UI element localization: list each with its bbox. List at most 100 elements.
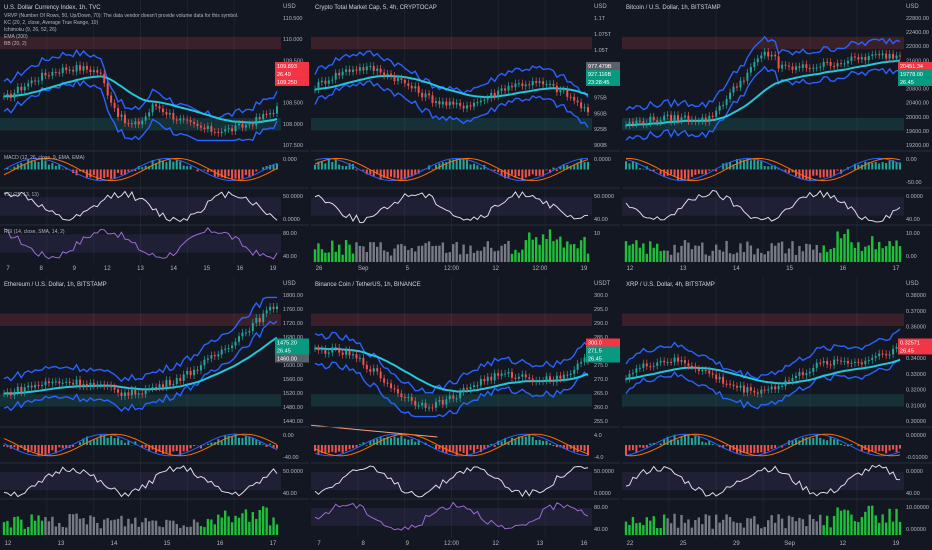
candle <box>151 387 154 389</box>
chart-pane-total[interactable]: Crypto Total Market Cap, 5, 4h, CRYPTOCA… <box>311 0 620 275</box>
macd-bar <box>729 445 732 451</box>
candle <box>819 66 822 68</box>
macd-bar <box>635 445 638 453</box>
time-tick: 19 <box>581 266 588 272</box>
subpane-macd[interactable]: 0.00 -50.00 <box>622 150 932 186</box>
volume-bar <box>884 522 888 535</box>
volume-bar <box>65 527 68 535</box>
volume-bar <box>763 254 766 262</box>
candle <box>168 380 171 386</box>
subpane-macd[interactable]: 0.0000 <box>311 150 620 182</box>
macd-line <box>625 157 901 182</box>
chart-canvas[interactable]: Crypto Total Market Cap, 5, 4h, CRYPTOCA… <box>311 0 620 275</box>
subpane-volume[interactable]: 10.00000 0.00000 <box>622 498 932 535</box>
price-area[interactable] <box>622 35 904 141</box>
price-area[interactable] <box>0 36 281 142</box>
chart-canvas[interactable]: Ethereum / U.S. Dollar, 1h, BITSTAMP USD 1… <box>0 277 309 550</box>
macd-bar <box>497 169 500 173</box>
candle <box>231 128 234 132</box>
chart-canvas[interactable]: Binance Coin / TetherUS, 1h, BINANCE USDT… <box>311 277 620 550</box>
volume-bar <box>767 520 770 535</box>
candle <box>725 99 728 105</box>
subpane-rsi[interactable]: RSI (14, close, SMA, 14, 2) 80.00 40.00 <box>0 224 309 260</box>
macd-bar <box>441 445 444 452</box>
macd-bar <box>899 162 901 170</box>
price-axis[interactable] <box>281 277 309 550</box>
candle <box>663 360 666 363</box>
macd-bar <box>466 158 469 170</box>
volume-bar <box>711 528 714 535</box>
price-axis[interactable] <box>592 0 620 275</box>
candle <box>341 352 344 355</box>
candle <box>635 120 638 124</box>
volume-bar <box>884 246 888 262</box>
subpane-tsi[interactable]: 0.0000 40.00 <box>622 187 932 223</box>
volume-bar <box>635 523 638 535</box>
subpane-volume[interactable] <box>0 498 309 535</box>
candle <box>631 372 634 374</box>
upper-band <box>314 331 589 394</box>
candle <box>562 374 565 379</box>
macd-bar <box>472 445 475 453</box>
volume-bar <box>843 233 846 262</box>
subpane-legend: TSI (25, 13, 13) <box>4 192 39 198</box>
subpane-tsi[interactable]: 0.0000 40.00 <box>622 462 932 497</box>
subpane-tsi[interactable]: 50.0000 0.0000 <box>311 462 620 498</box>
volume-bar <box>787 248 791 262</box>
price-area[interactable] <box>311 36 592 131</box>
price-axis[interactable] <box>904 277 932 550</box>
subpane-volume[interactable]: 10 <box>311 224 620 262</box>
macd-bar <box>265 445 268 447</box>
macd-bar <box>576 445 579 453</box>
subpane-tsi[interactable]: 50.0000 40.00 <box>0 462 309 498</box>
subpane-rsi[interactable]: 80.00 40.00 <box>311 498 620 533</box>
macd-bar <box>99 435 102 445</box>
chart-canvas[interactable]: Bitcoin / U.S. Dollar, 1h, BITSTAMP USD 22… <box>622 0 932 275</box>
macd-bar <box>500 441 503 445</box>
price-axis[interactable] <box>592 277 620 550</box>
subpane-tick: 50.0000 <box>594 194 614 200</box>
macd-bar <box>396 437 399 445</box>
chart-canvas[interactable]: XRP / U.S. Dollar, 4h, BITSTAMP USD 0.3800… <box>622 277 932 550</box>
chart-pane-xrp[interactable]: XRP / U.S. Dollar, 4h, BITSTAMP USD 0.3800… <box>622 277 932 550</box>
candle <box>345 69 348 72</box>
volume-bar <box>534 237 538 262</box>
candle <box>711 373 714 375</box>
volume-bar <box>386 251 389 262</box>
chart-pane-bnb[interactable]: Binance Coin / TetherUS, 1h, BINANCE USDT… <box>311 277 620 550</box>
macd-line <box>3 433 278 457</box>
subpane-volume[interactable]: 10.00 0.00 <box>622 224 932 262</box>
subpane-tick: -0.01000 <box>906 455 928 461</box>
volume-bar <box>517 252 521 262</box>
subpane-tsi[interactable]: 50.0000 40.00 <box>311 187 620 224</box>
volume-bar <box>154 520 158 535</box>
macd-bar <box>338 164 341 170</box>
macd-bar <box>120 440 123 445</box>
time-tick: 14 <box>170 266 177 272</box>
volume-bar <box>805 526 808 535</box>
price-area[interactable] <box>0 296 281 412</box>
chart-pane-dxy[interactable]: U.S. Dollar Currency Index, 1h, TVC VRVP … <box>0 0 309 275</box>
price-axis[interactable] <box>281 0 309 275</box>
subpane-macd[interactable]: 4.0 -4.0 <box>311 426 620 461</box>
chart-pane-btc[interactable]: Bitcoin / U.S. Dollar, 1h, BITSTAMP USD 22… <box>622 0 932 275</box>
subpane-macd[interactable]: 0.00 -40.00 <box>0 426 309 461</box>
macd-bar <box>89 169 92 178</box>
price-area[interactable] <box>311 313 592 438</box>
candle <box>836 63 839 67</box>
chart-canvas[interactable]: U.S. Dollar Currency Index, 1h, TVC VRVP … <box>0 0 309 275</box>
price-area[interactable] <box>622 313 904 410</box>
chart-pane-eth[interactable]: Ethereum / U.S. Dollar, 1h, BITSTAMP USD 1… <box>0 277 309 550</box>
price-axis[interactable] <box>904 0 932 275</box>
subpane-macd[interactable]: MACD (12, 26, close, 9, EMA, EMA) 0.000 <box>0 150 309 182</box>
volume-bar <box>669 523 673 535</box>
volume-bar <box>822 525 825 535</box>
candle <box>569 373 572 375</box>
volume-bar <box>676 252 680 262</box>
subpane-tsi[interactable]: TSI (25, 13, 13) 50.0000 0.0000 <box>0 187 309 223</box>
subpane-macd[interactable]: 0.00000 -0.01000 <box>622 426 932 461</box>
price-tag <box>586 338 620 347</box>
price-tick: 20000.00 <box>906 115 929 121</box>
volume-bar <box>203 527 206 535</box>
candle <box>362 357 365 365</box>
